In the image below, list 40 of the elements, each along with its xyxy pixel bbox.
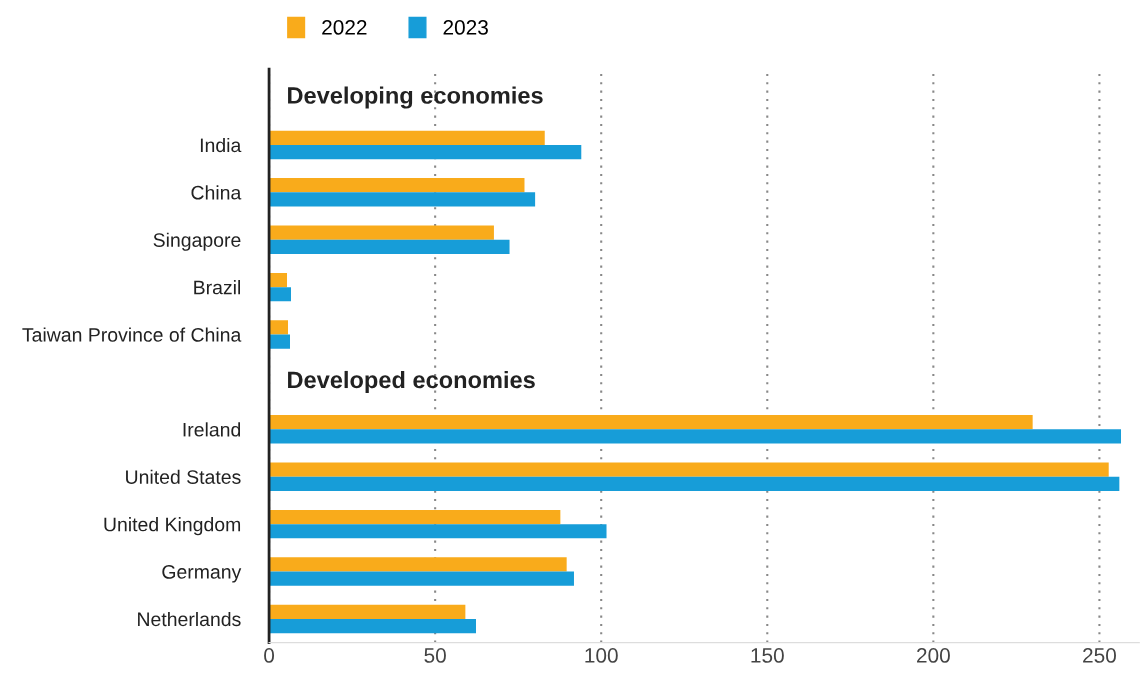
x-tick-label: 200 [917, 648, 950, 663]
bar [269, 509, 561, 525]
x-tick-label: 150 [751, 648, 784, 663]
y-tick-label: Ireland [183, 422, 241, 437]
bar [269, 462, 1109, 477]
annotation: Developed economies [288, 370, 535, 393]
bar [269, 476, 1120, 491]
legend-label: 2023 [443, 20, 488, 35]
bar [269, 334, 290, 349]
y-tick-label: Singapore [153, 232, 241, 251]
bar [269, 239, 510, 254]
bar [269, 415, 1033, 430]
legend-label: 2022 [322, 20, 367, 35]
bar [269, 225, 494, 240]
bar [269, 272, 288, 288]
x-tick-label: 50 [424, 648, 446, 663]
x-tick-label: 100 [585, 648, 618, 663]
y-tick-label: Germany [162, 565, 242, 583]
bar [269, 604, 466, 619]
x-tick-label: 250 [1083, 648, 1116, 663]
bar [269, 130, 545, 145]
bar [269, 144, 582, 160]
bar [269, 192, 536, 207]
y-tick-label: Brazil [194, 280, 240, 295]
y-tick-label: United States [126, 469, 241, 484]
bar [269, 178, 525, 193]
bar [269, 524, 607, 539]
y-tick-label: United Kingdom [104, 517, 241, 536]
y-tick-label: Taiwan Province of China [22, 327, 242, 342]
y-tick-label: India [200, 137, 242, 153]
y-tick-label: China [191, 185, 242, 200]
bar [269, 571, 574, 586]
bar [269, 557, 567, 572]
bar [269, 287, 291, 302]
bar [269, 320, 289, 335]
y-tick-label: Netherlands [138, 611, 241, 627]
x-tick-label: 0 [264, 648, 275, 663]
annotation: Developing economies [288, 86, 543, 109]
bar [269, 618, 476, 634]
bar [269, 429, 1122, 444]
